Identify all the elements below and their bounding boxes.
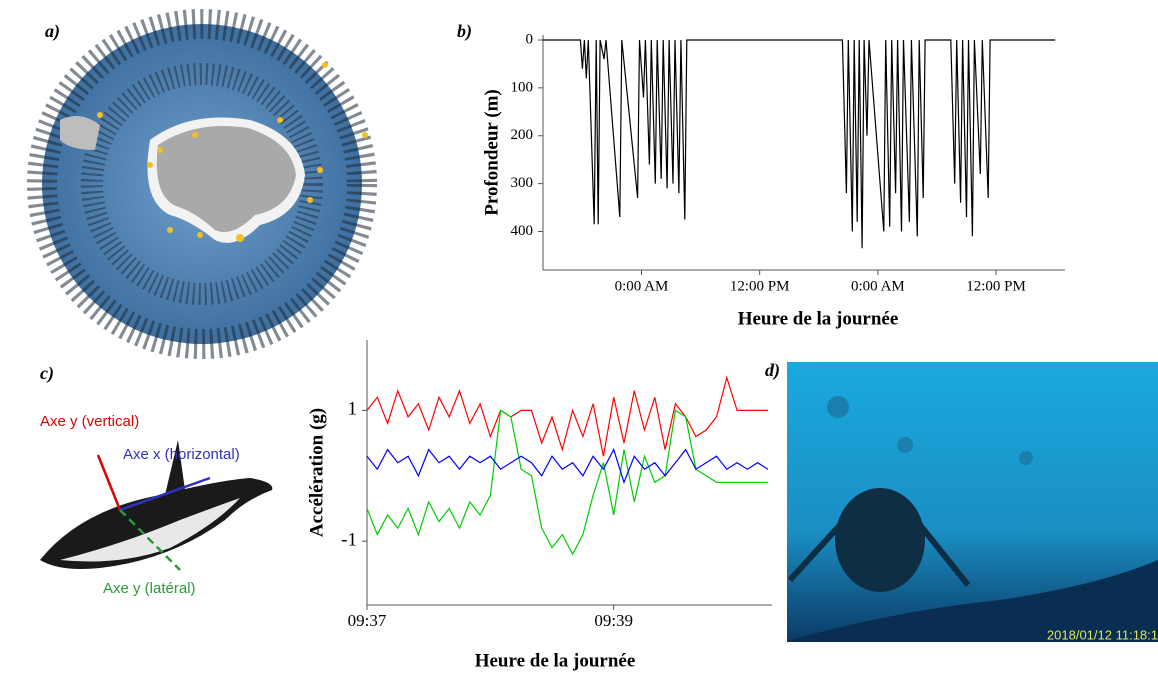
map <box>27 9 377 359</box>
x-axis-title: Heure de la journée <box>475 650 636 671</box>
x-tick-label: 0:00 AM <box>851 278 905 294</box>
panel-label: c) <box>40 363 54 384</box>
x-tick-label: 12:00 PM <box>966 278 1026 294</box>
x-tick-label: 0:00 AM <box>615 278 669 294</box>
photo <box>787 362 1158 642</box>
panel-label: b) <box>457 21 472 42</box>
y-tick-label: 0 <box>526 31 534 47</box>
y-tick-label: 100 <box>511 79 534 95</box>
axis-label: Axe x (horizontal) <box>123 446 240 463</box>
x-axis-title: Heure de la journée <box>738 308 899 329</box>
y-tick-label: 1 <box>348 399 358 420</box>
panel-label: d) <box>765 360 780 381</box>
x-tick-label: 12:00 PM <box>730 278 790 294</box>
penguin <box>40 440 273 571</box>
y-tick-label: -1 <box>341 530 357 551</box>
x-tick-label: 09:37 <box>348 611 387 630</box>
y-tick-label: 200 <box>511 127 534 143</box>
axis-label: Axe y (vertical) <box>40 413 139 430</box>
axis-label: Axe y (latéral) <box>103 580 196 597</box>
y-tick-label: 400 <box>511 223 534 239</box>
timestamp: 2018/01/12 11:18:1 <box>1047 627 1158 642</box>
y-axis-title: Accélération (g) <box>306 408 327 537</box>
y-axis-title: Profondeur (m) <box>481 89 502 215</box>
y-tick-label: 300 <box>511 175 534 191</box>
x-tick-label: 09:39 <box>594 611 633 630</box>
series-line <box>366 409 768 556</box>
series-line <box>543 39 1056 249</box>
series-line <box>366 448 769 485</box>
series-line <box>366 375 768 457</box>
panel-label: a) <box>45 21 60 42</box>
